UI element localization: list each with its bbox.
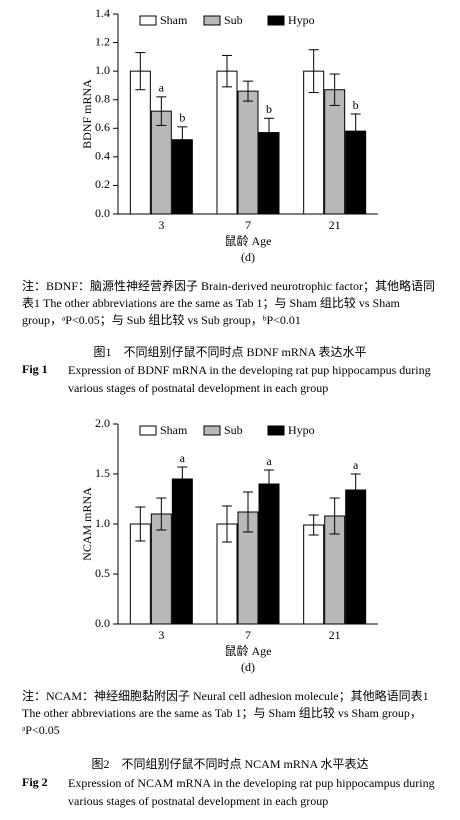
figure-note: 注：BDNF：脑源性神经营养因子 Brain-derived neurotrop… [22,279,435,327]
caption-cn: 图2 不同组别仔鼠不同时点 NCAM mRNA 水平表达 [91,757,369,771]
x-tick-label: 7 [245,628,251,642]
x-tick-label: 21 [329,218,341,232]
bar [303,524,325,625]
caption-en: Expression of NCAM mRNA in the developin… [68,776,435,808]
bar [171,478,193,625]
caption-cn: 图1 不同组别仔鼠不同时点 BDNF mRNA 表达水平 [93,345,367,359]
y-tick-label: 0.6 [95,120,110,134]
y-tick-label: 1.0 [95,516,110,530]
legend-swatch [203,425,221,436]
significance-label: b [179,111,185,125]
panel-label: (d) [241,250,255,264]
legend-swatch [203,15,221,26]
legend-label: Sham [160,423,188,437]
figure-label: Fig 1 [22,362,48,376]
y-tick-label: 0.8 [95,91,110,105]
chart: 0.0 0.2 0.4 0.6 0.8 1.0 1.2 1.4 BDNF mRNA 鼠龄 Age (… [80,6,378,264]
y-tick-label: 1.4 [95,6,110,20]
x-tick-label: 3 [158,218,164,232]
figure-label: Fig 2 [22,775,48,789]
significance-label: a [180,451,186,465]
significance-label: a [353,458,359,472]
y-tick-label: 0.0 [95,206,110,220]
legend-label: Sham [160,13,188,27]
bar [129,70,151,215]
bar [258,483,280,625]
y-tick-label: 0.0 [95,616,110,630]
panel-label: (d) [241,660,255,674]
significance-label: a [266,454,272,468]
y-tick-label: 1.0 [95,63,110,77]
bar [150,110,172,215]
y-tick-label: 0.5 [95,566,110,580]
bar [324,89,346,215]
legend-swatch [139,15,157,26]
y-axis-label: NCAM mRNA [80,487,94,561]
legend-swatch [267,425,285,436]
caption-en: Expression of BDNF mRNA in the developin… [68,363,431,395]
y-axis-label: BDNF mRNA [80,79,94,149]
x-tick-label: 21 [329,628,341,642]
significance-label: a [159,81,165,95]
x-axis-label: 鼠龄 Age [225,234,272,248]
bar [345,489,367,625]
y-tick-label: 2.0 [95,416,110,430]
legend-label: Sub [224,13,243,27]
legend-swatch [267,15,285,26]
x-tick-label: 7 [245,218,251,232]
y-tick-label: 0.2 [95,177,110,191]
y-tick-label: 0.4 [95,149,110,163]
x-tick-label: 3 [158,628,164,642]
y-tick-label: 1.5 [95,466,110,480]
figure-note: 注：NCAM：神经细胞黏附因子 Neural cell adhesion mol… [22,689,429,737]
legend-label: Hypo [288,13,315,27]
chart: 0.0 0.5 1.0 1.5 2.0 NCAM mRNA 鼠龄 Age (d) 3 a 7 a 21 a… [80,416,378,674]
legend-swatch [139,425,157,436]
legend-label: Hypo [288,423,315,437]
significance-label: b [353,98,359,112]
x-axis-label: 鼠龄 Age [225,644,272,658]
significance-label: b [266,102,272,116]
bar [216,70,238,215]
y-tick-label: 1.2 [95,34,110,48]
bar [237,90,259,215]
legend-label: Sub [224,423,243,437]
